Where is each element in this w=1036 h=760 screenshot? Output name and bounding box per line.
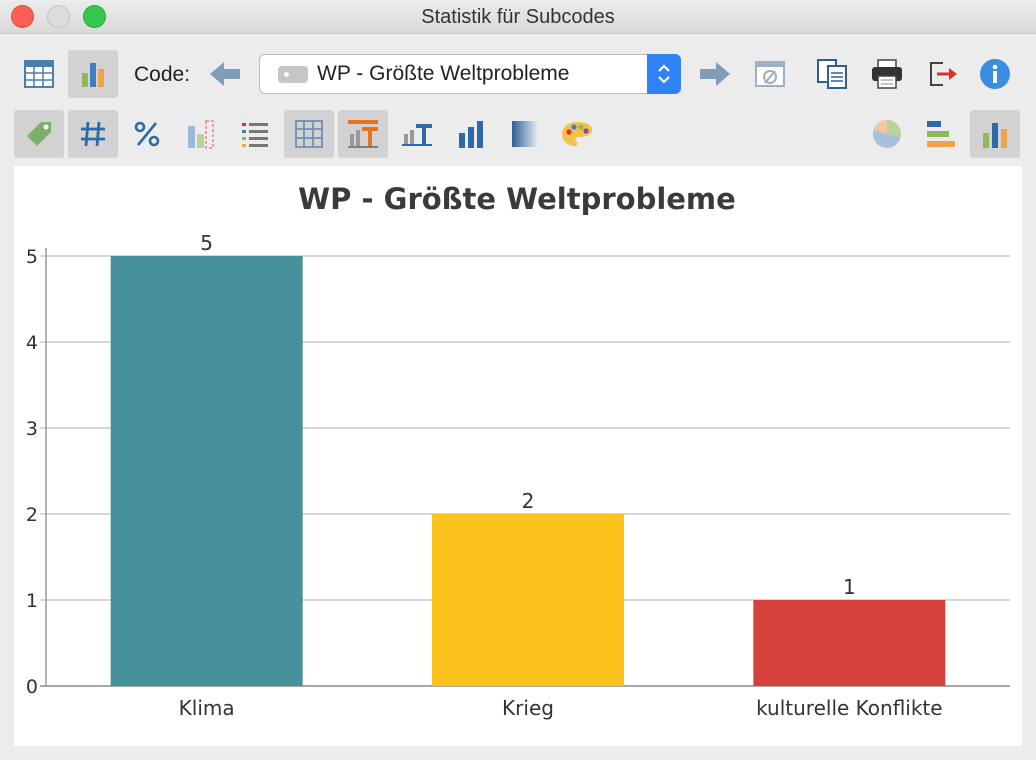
- code-select-arrows[interactable]: [647, 54, 681, 94]
- code-tag-button[interactable]: [14, 110, 64, 158]
- bar-chart-type-button[interactable]: [446, 110, 496, 158]
- pie-chart-button[interactable]: [862, 110, 912, 158]
- info-button[interactable]: [970, 50, 1020, 98]
- x-category-label: Klima: [179, 696, 235, 720]
- y-tick-label: 3: [26, 418, 38, 440]
- chart-view-button[interactable]: [68, 50, 118, 98]
- chart-panel: WP - Größte Weltprobleme 0 1 2 3 4 5 5 Klima 2 Kr…: [14, 166, 1022, 746]
- code-select[interactable]: WP - Größte Weltprobleme: [259, 54, 681, 94]
- next-code-icon: [700, 62, 730, 86]
- horizontal-bar-icon: [927, 121, 955, 147]
- code-label: Code:: [134, 63, 191, 86]
- bar-value-label: 1: [843, 575, 856, 599]
- info-icon: [980, 59, 1010, 89]
- bar-value-label: 5: [200, 231, 213, 255]
- print-icon: [872, 59, 902, 89]
- clear-filter-button[interactable]: [745, 50, 795, 98]
- gradient-button[interactable]: [500, 110, 550, 158]
- tag-icon: [27, 122, 51, 146]
- chart-view-icon: [82, 63, 104, 87]
- vertical-bar-button[interactable]: [970, 110, 1020, 158]
- missing-values-icon: [188, 120, 214, 149]
- bar-krieg: [432, 514, 624, 686]
- x-category-label: kulturelle Konflikte: [756, 696, 943, 720]
- bar-chart-type-icon: [459, 121, 483, 148]
- y-tick-label: 2: [26, 504, 38, 526]
- missing-values-button[interactable]: [176, 110, 226, 158]
- copy-button[interactable]: [808, 50, 858, 98]
- close-window-button[interactable]: [11, 5, 34, 28]
- chart-title: WP - Größte Weltprobleme: [298, 182, 736, 216]
- bar-klima: [110, 256, 303, 686]
- previous-code-button[interactable]: [200, 50, 250, 98]
- table-view-icon: [24, 60, 54, 88]
- bar-chart: WP - Größte Weltprobleme 0 1 2 3 4 5 5 Klima 2 Kr…: [26, 182, 1010, 720]
- export-button[interactable]: [918, 50, 968, 98]
- y-tick-label: 5: [26, 246, 38, 268]
- gradient-icon: [512, 121, 538, 147]
- grid-button[interactable]: [284, 110, 334, 158]
- bar-value-label: 2: [522, 489, 535, 513]
- title-format-icon: [348, 120, 378, 148]
- maximize-window-button[interactable]: [83, 5, 106, 28]
- horizontal-bar-button[interactable]: [916, 110, 966, 158]
- vertical-bar-icon: [983, 123, 1007, 148]
- percent-icon: [134, 121, 160, 147]
- clear-filter-icon: [755, 61, 785, 87]
- frequency-button[interactable]: [68, 110, 118, 158]
- x-category-label: Krieg: [502, 696, 554, 720]
- pie-chart-icon: [873, 120, 901, 148]
- list-button[interactable]: [230, 110, 280, 158]
- copy-icon: [817, 59, 847, 89]
- print-button[interactable]: [862, 50, 912, 98]
- palette-button[interactable]: [552, 110, 602, 158]
- code-tag-icon: [278, 66, 308, 83]
- previous-code-icon: [210, 62, 240, 86]
- chevron-up-down-icon: [658, 64, 670, 84]
- axis-label-button[interactable]: [392, 110, 442, 158]
- y-tick-label: 4: [26, 332, 38, 354]
- percent-button[interactable]: [122, 110, 172, 158]
- next-code-button[interactable]: [690, 50, 740, 98]
- window-title: Statistik für Subcodes: [421, 6, 615, 28]
- grid-icon: [295, 120, 323, 148]
- table-view-button[interactable]: [14, 50, 64, 98]
- list-icon: [242, 123, 268, 147]
- minimize-window-button[interactable]: [47, 5, 70, 28]
- code-select-value: WP - Größte Weltprobleme: [317, 62, 570, 85]
- axis-label-icon: [402, 124, 432, 146]
- y-tick-label: 0: [26, 676, 38, 698]
- bar-kulturelle-konflikte: [753, 600, 946, 686]
- palette-icon: [562, 122, 592, 146]
- title-bar: Statistik für Subcodes: [0, 0, 1036, 34]
- title-format-button[interactable]: [338, 110, 388, 158]
- y-tick-label: 1: [26, 590, 38, 612]
- export-icon: [930, 62, 957, 86]
- frequency-icon: [81, 121, 105, 147]
